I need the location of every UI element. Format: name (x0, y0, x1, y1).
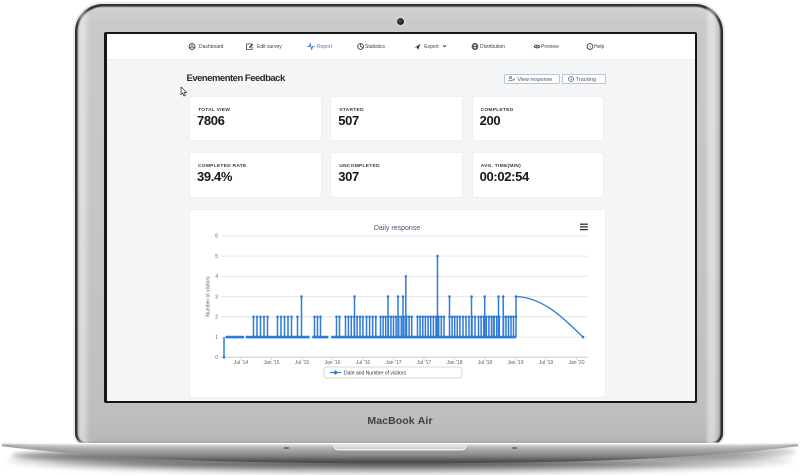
svg-text:Jul '19: Jul '19 (539, 360, 554, 366)
svg-text:Jul '17: Jul '17 (417, 360, 432, 366)
svg-text:Jan '19: Jan '19 (508, 360, 524, 366)
svg-text:6: 6 (215, 234, 218, 240)
svg-text:Jan '15: Jan '15 (264, 360, 280, 366)
svg-text:3: 3 (215, 294, 218, 300)
svg-text:Number of visitors: Number of visitors (206, 276, 212, 317)
svg-text:Jan '16: Jan '16 (325, 360, 341, 366)
svg-text:0: 0 (215, 355, 218, 361)
svg-text:Daily response: Daily response (374, 225, 420, 232)
svg-text:?: ? (589, 44, 592, 49)
svg-text:2: 2 (215, 315, 218, 321)
svg-text:Date and Number of visitors: Date and Number of visitors (344, 371, 406, 377)
svg-text:Jan '17: Jan '17 (386, 360, 402, 366)
svg-text:Jul '14: Jul '14 (234, 360, 249, 366)
svg-text:1: 1 (215, 335, 218, 341)
svg-text:Jul '18: Jul '18 (478, 360, 493, 366)
svg-text:Jul '16: Jul '16 (356, 360, 371, 366)
svg-text:4: 4 (215, 274, 218, 280)
svg-text:Jan '20: Jan '20 (569, 360, 585, 366)
svg-text:Jul '15: Jul '15 (295, 360, 310, 366)
svg-text:Jan '18: Jan '18 (447, 360, 463, 366)
svg-text:5: 5 (215, 254, 218, 260)
